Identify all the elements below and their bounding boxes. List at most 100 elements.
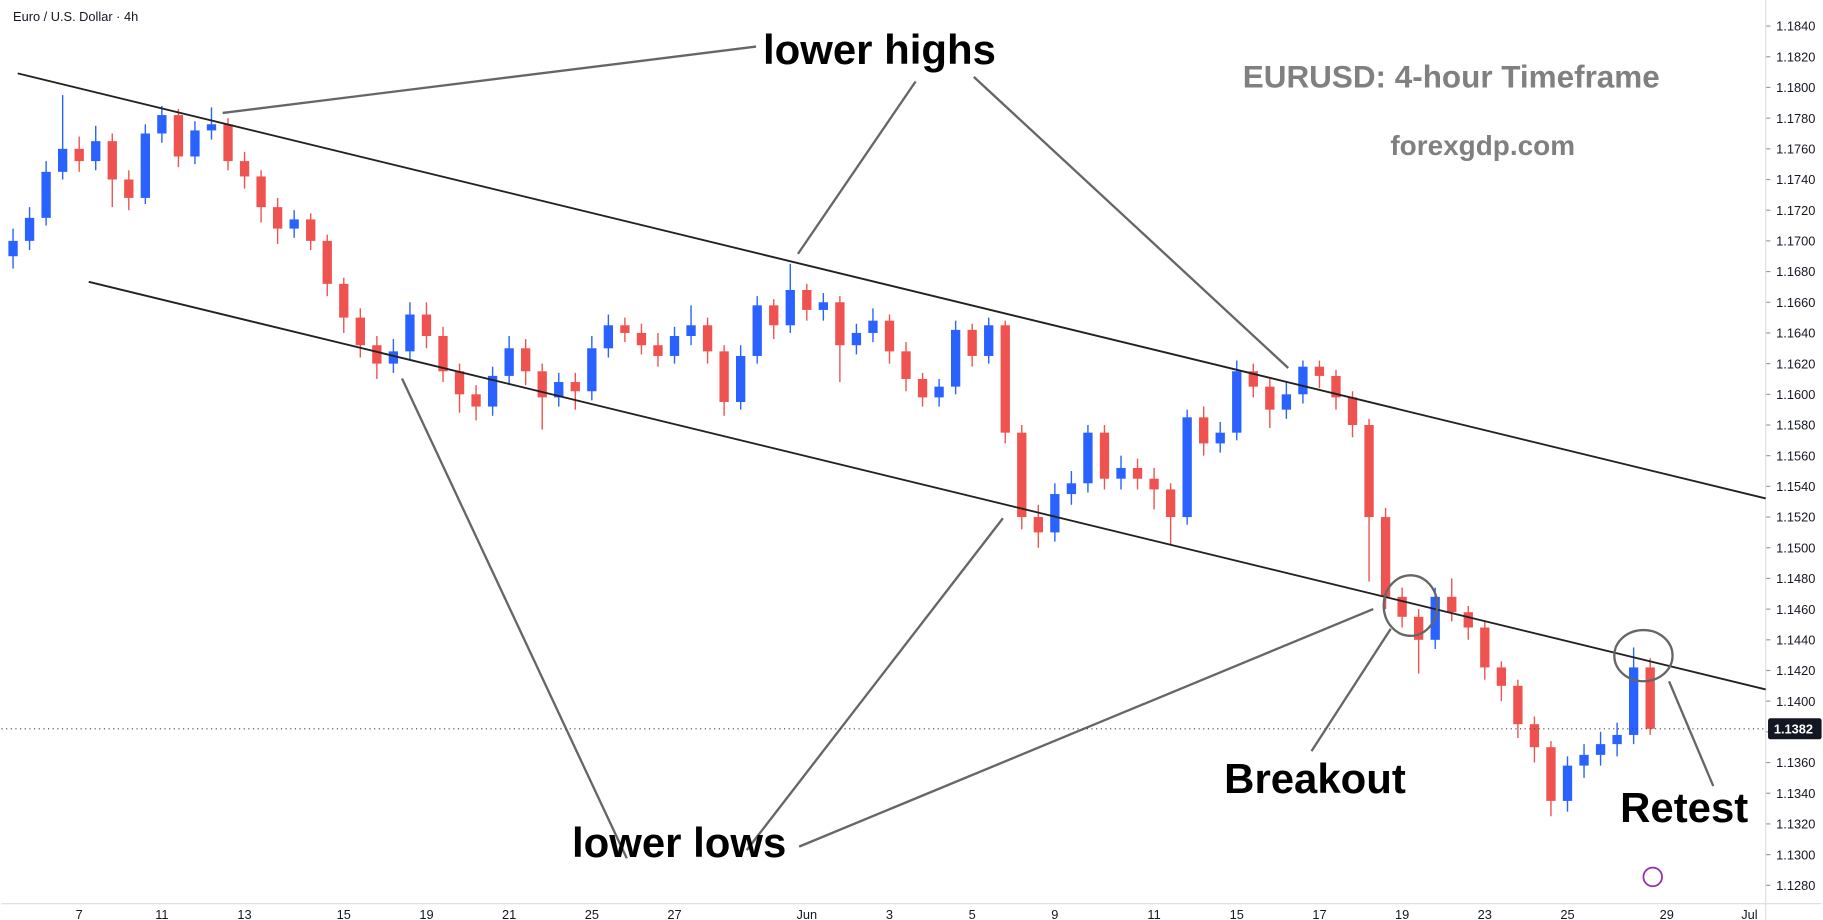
candle-body bbox=[1397, 596, 1407, 617]
candle-body bbox=[719, 351, 729, 402]
candle-body bbox=[967, 329, 977, 356]
candle-body bbox=[438, 336, 448, 372]
candle-body bbox=[669, 336, 680, 356]
annotation: Retest bbox=[1620, 784, 1748, 831]
pointer bbox=[796, 80, 917, 255]
x-tick-label: 9 bbox=[1051, 907, 1058, 920]
candle-body bbox=[471, 394, 481, 407]
candle-body bbox=[1050, 494, 1060, 533]
annotation: Breakout bbox=[1224, 755, 1406, 802]
candle-body bbox=[835, 302, 845, 346]
y-tick-label: 1.1280 bbox=[1776, 878, 1815, 893]
candle-body bbox=[851, 332, 862, 346]
y-tick-label: 1.1460 bbox=[1776, 602, 1815, 617]
x-tick-label: 15 bbox=[337, 907, 351, 920]
candle-body bbox=[1265, 386, 1275, 410]
candle-body bbox=[884, 320, 895, 352]
candle-body bbox=[454, 371, 465, 395]
candle-body bbox=[405, 314, 415, 352]
candle-body bbox=[1628, 667, 1639, 735]
candle-body bbox=[74, 148, 84, 162]
y-tick-label: 1.1560 bbox=[1776, 448, 1815, 463]
event-icon[interactable] bbox=[1642, 866, 1663, 888]
candle-body bbox=[1347, 397, 1358, 425]
x-tick-label: 25 bbox=[585, 907, 599, 920]
candle-body bbox=[752, 305, 762, 356]
candle-body bbox=[1513, 685, 1523, 725]
x-tick-label: 15 bbox=[1230, 907, 1244, 920]
candle-body bbox=[487, 375, 498, 407]
candle-body bbox=[1496, 667, 1507, 686]
candle-body bbox=[157, 115, 167, 134]
grid-layer bbox=[1765, 25, 1771, 886]
x-tick-label: 5 bbox=[969, 907, 976, 920]
x-tick-label: 19 bbox=[419, 907, 433, 920]
annotation: lower highs bbox=[763, 26, 996, 73]
candle-body bbox=[1414, 616, 1424, 640]
candle-body bbox=[686, 325, 696, 337]
x-tick-label: 7 bbox=[76, 907, 83, 920]
candle-body bbox=[339, 283, 349, 318]
y-tick-label: 1.1800 bbox=[1776, 80, 1815, 95]
last-price-label: 1.1382 bbox=[1774, 721, 1813, 736]
candle-body bbox=[1447, 596, 1457, 613]
candle-body bbox=[1116, 467, 1126, 479]
candle-body bbox=[1099, 432, 1110, 479]
candle-body bbox=[1595, 744, 1606, 755]
candle-body bbox=[272, 207, 283, 229]
lower-trendline bbox=[88, 280, 1766, 691]
candle-body bbox=[91, 141, 101, 162]
candle-body bbox=[802, 289, 812, 310]
candle-body bbox=[934, 386, 944, 398]
candle-body bbox=[41, 171, 51, 218]
candle-body bbox=[1066, 483, 1077, 495]
candle-body bbox=[504, 348, 514, 376]
y-tick-label: 1.1300 bbox=[1776, 847, 1815, 862]
x-tick-label: 27 bbox=[667, 907, 681, 920]
candle-body bbox=[1546, 747, 1556, 801]
candle-body bbox=[1017, 432, 1027, 518]
y-tick-label: 1.1720 bbox=[1776, 203, 1815, 218]
candle-body bbox=[1364, 424, 1374, 518]
candle-body bbox=[1281, 394, 1292, 410]
annotation: lower lows bbox=[572, 819, 786, 866]
candle-body bbox=[388, 351, 399, 364]
chart-title: EURUSD: 4-hour Timeframe bbox=[1243, 59, 1660, 94]
candle-body bbox=[1298, 366, 1308, 395]
y-tick-label: 1.1480 bbox=[1776, 571, 1815, 586]
candle-body bbox=[603, 325, 614, 349]
x-tick-label: 29 bbox=[1660, 907, 1674, 920]
candle-body bbox=[1182, 417, 1192, 518]
candle-body bbox=[256, 176, 266, 208]
candle-body bbox=[917, 378, 928, 398]
x-tick-label: 19 bbox=[1395, 907, 1409, 920]
y-tick-label: 1.1600 bbox=[1776, 387, 1815, 402]
y-tick-label: 1.1440 bbox=[1776, 632, 1815, 647]
candle-body bbox=[984, 325, 994, 356]
candle-body bbox=[769, 305, 779, 326]
x-tick-label: Jun bbox=[796, 907, 817, 920]
y-tick-label: 1.1840 bbox=[1776, 19, 1815, 34]
candle-body bbox=[190, 130, 200, 157]
candle-body bbox=[239, 161, 250, 177]
y-tick-label: 1.1700 bbox=[1776, 234, 1815, 249]
y-tick-label: 1.1520 bbox=[1776, 510, 1815, 525]
candle-body bbox=[140, 133, 150, 198]
candle-body bbox=[1529, 724, 1540, 748]
candle-body bbox=[1579, 754, 1589, 766]
candle-body bbox=[1314, 366, 1325, 376]
y-tick-label: 1.1660 bbox=[1776, 295, 1815, 310]
x-tick-label: 21 bbox=[502, 907, 516, 920]
y-tick-label: 1.1760 bbox=[1776, 141, 1815, 156]
candle-body bbox=[57, 148, 68, 172]
candle-body bbox=[8, 240, 18, 257]
candle-body bbox=[1132, 467, 1143, 479]
x-tick-label: 3 bbox=[886, 907, 893, 920]
candle-body bbox=[1562, 765, 1573, 801]
y-tick-label: 1.1420 bbox=[1776, 663, 1815, 678]
candle-body bbox=[1199, 417, 1209, 444]
candle-body bbox=[1463, 612, 1473, 628]
candle-body bbox=[173, 115, 184, 157]
